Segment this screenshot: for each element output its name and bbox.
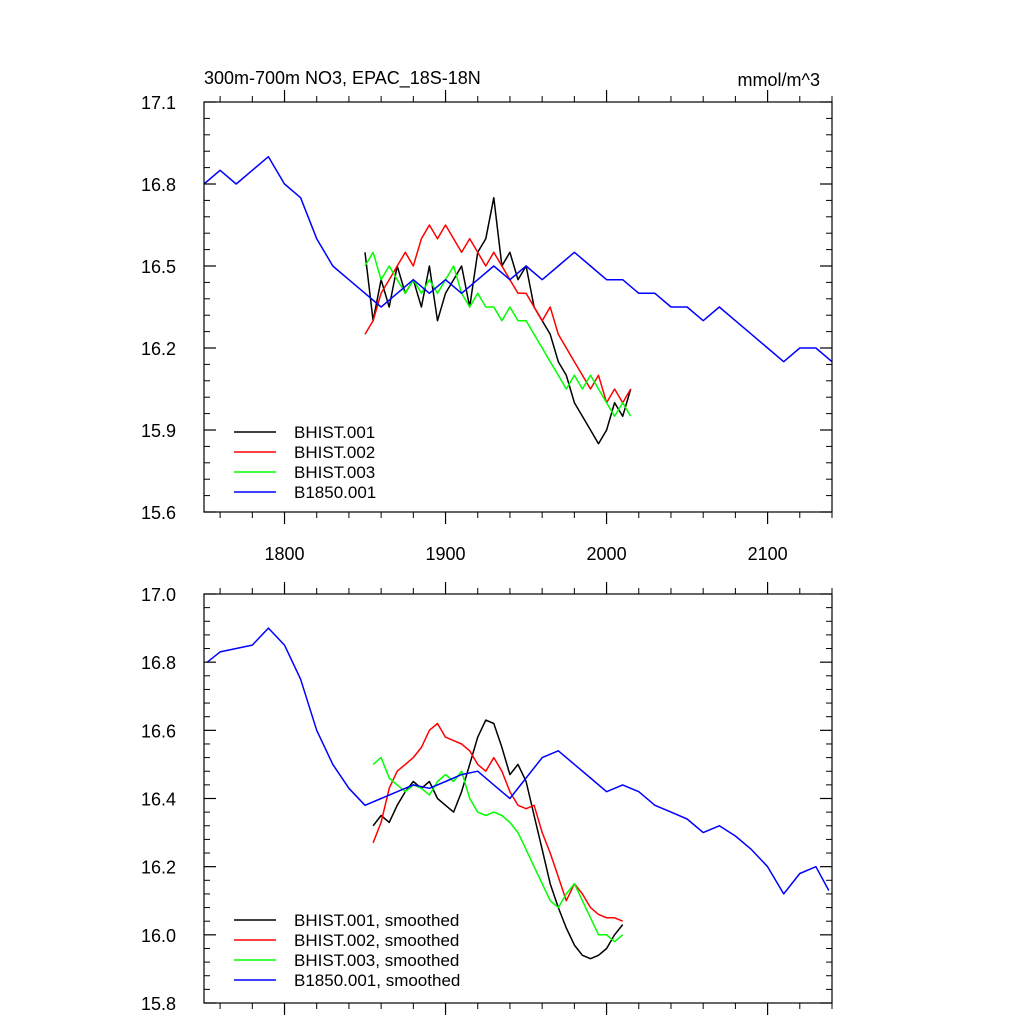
top-series-layer <box>203 155 833 445</box>
top-y-tick-label: 16.8 <box>141 175 176 195</box>
top-x-tick-label: 1900 <box>426 544 466 564</box>
top-y-tick-label: 16.2 <box>141 339 176 359</box>
bottom-axes: 15.8 16.0 16.2 16.4 16.6 16.8 17.0 <box>141 582 833 1015</box>
top-y-tick-label: 15.6 <box>141 503 176 523</box>
top-chart-title: 300m-700m NO3, EPAC_18S-18N <box>204 68 481 89</box>
bottom-y-tick-label: 16.8 <box>141 653 176 673</box>
top-x-tick-label: 2100 <box>748 544 788 564</box>
top-y-tick-label: 15.9 <box>141 421 176 441</box>
bottom-y-tick-label: 16.6 <box>141 721 176 741</box>
top-series-line-3 <box>203 155 833 363</box>
top-axes: 15.6 15.9 16.2 16.5 16.8 17.1 1800 1900 2000 2100 <box>141 90 833 564</box>
bottom-series-layer <box>206 627 830 960</box>
top-plot-frame <box>203 101 833 513</box>
bottom-y-tick-label: 16.2 <box>141 858 176 878</box>
top-legend-label-2: BHIST.003 <box>294 463 375 482</box>
top-x-tick-label: 2000 <box>587 544 627 564</box>
top-series-line-2 <box>364 251 632 418</box>
top-y-tick-label: 16.5 <box>141 257 176 277</box>
bottom-series-line-3 <box>206 627 830 895</box>
top-y-tick-label: 17.1 <box>141 93 176 113</box>
bottom-y-tick-label: 17.0 <box>141 585 176 605</box>
bottom-series-line-0 <box>372 719 624 960</box>
top-chart-units: mmol/m^3 <box>738 70 820 90</box>
bottom-y-tick-label: 15.8 <box>141 994 176 1014</box>
bottom-series-line-1 <box>372 722 623 922</box>
top-legend-label-1: BHIST.002 <box>294 443 375 462</box>
top-legend-label-0: BHIST.001 <box>294 423 375 442</box>
bottom-legend-label-3: B1850.001, smoothed <box>294 971 460 990</box>
bottom-y-tick-label: 16.0 <box>141 926 176 946</box>
bottom-legend-label-0: BHIST.001, smoothed <box>294 911 459 930</box>
bottom-legend-label-2: BHIST.003, smoothed <box>294 951 459 970</box>
bottom-legend-label-1: BHIST.002, smoothed <box>294 931 459 950</box>
top-x-tick-label: 1800 <box>264 544 304 564</box>
bottom-y-tick-label: 16.4 <box>141 790 176 810</box>
top-legend-label-3: B1850.001 <box>294 483 376 502</box>
